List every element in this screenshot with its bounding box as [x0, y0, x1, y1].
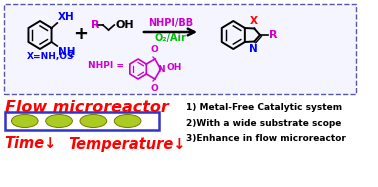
Text: 2: 2 — [69, 50, 74, 59]
Text: Flow microreactor: Flow microreactor — [5, 99, 169, 114]
Text: NH: NH — [58, 47, 76, 57]
Text: XH: XH — [58, 12, 75, 22]
Text: NHPI =: NHPI = — [88, 61, 124, 70]
Text: X: X — [249, 16, 257, 25]
Text: 2)With a wide substrate scope: 2)With a wide substrate scope — [186, 119, 341, 128]
Text: N: N — [157, 65, 164, 73]
Text: R: R — [91, 20, 100, 30]
Text: O: O — [150, 84, 158, 93]
Ellipse shape — [114, 114, 141, 128]
Text: OH: OH — [115, 20, 134, 30]
Text: 1) Metal-Free Catalytic system: 1) Metal-Free Catalytic system — [186, 102, 342, 111]
Text: X=NH,OS: X=NH,OS — [27, 51, 74, 61]
Ellipse shape — [80, 114, 107, 128]
Text: +: + — [73, 25, 88, 43]
Ellipse shape — [11, 114, 38, 128]
Ellipse shape — [46, 114, 72, 128]
Text: Time↓: Time↓ — [5, 137, 57, 151]
Bar — [5, 112, 159, 130]
Text: R: R — [268, 30, 277, 40]
Text: N: N — [249, 44, 258, 53]
Text: NHPI/BB: NHPI/BB — [148, 18, 193, 28]
Text: OH: OH — [166, 62, 182, 71]
Text: Temperature↓: Temperature↓ — [68, 137, 186, 151]
Text: 3)Enhance in flow microreactor: 3)Enhance in flow microreactor — [186, 134, 345, 143]
Text: O: O — [150, 45, 158, 54]
Text: O₂/Air: O₂/Air — [155, 33, 186, 43]
Bar — [4, 4, 356, 94]
